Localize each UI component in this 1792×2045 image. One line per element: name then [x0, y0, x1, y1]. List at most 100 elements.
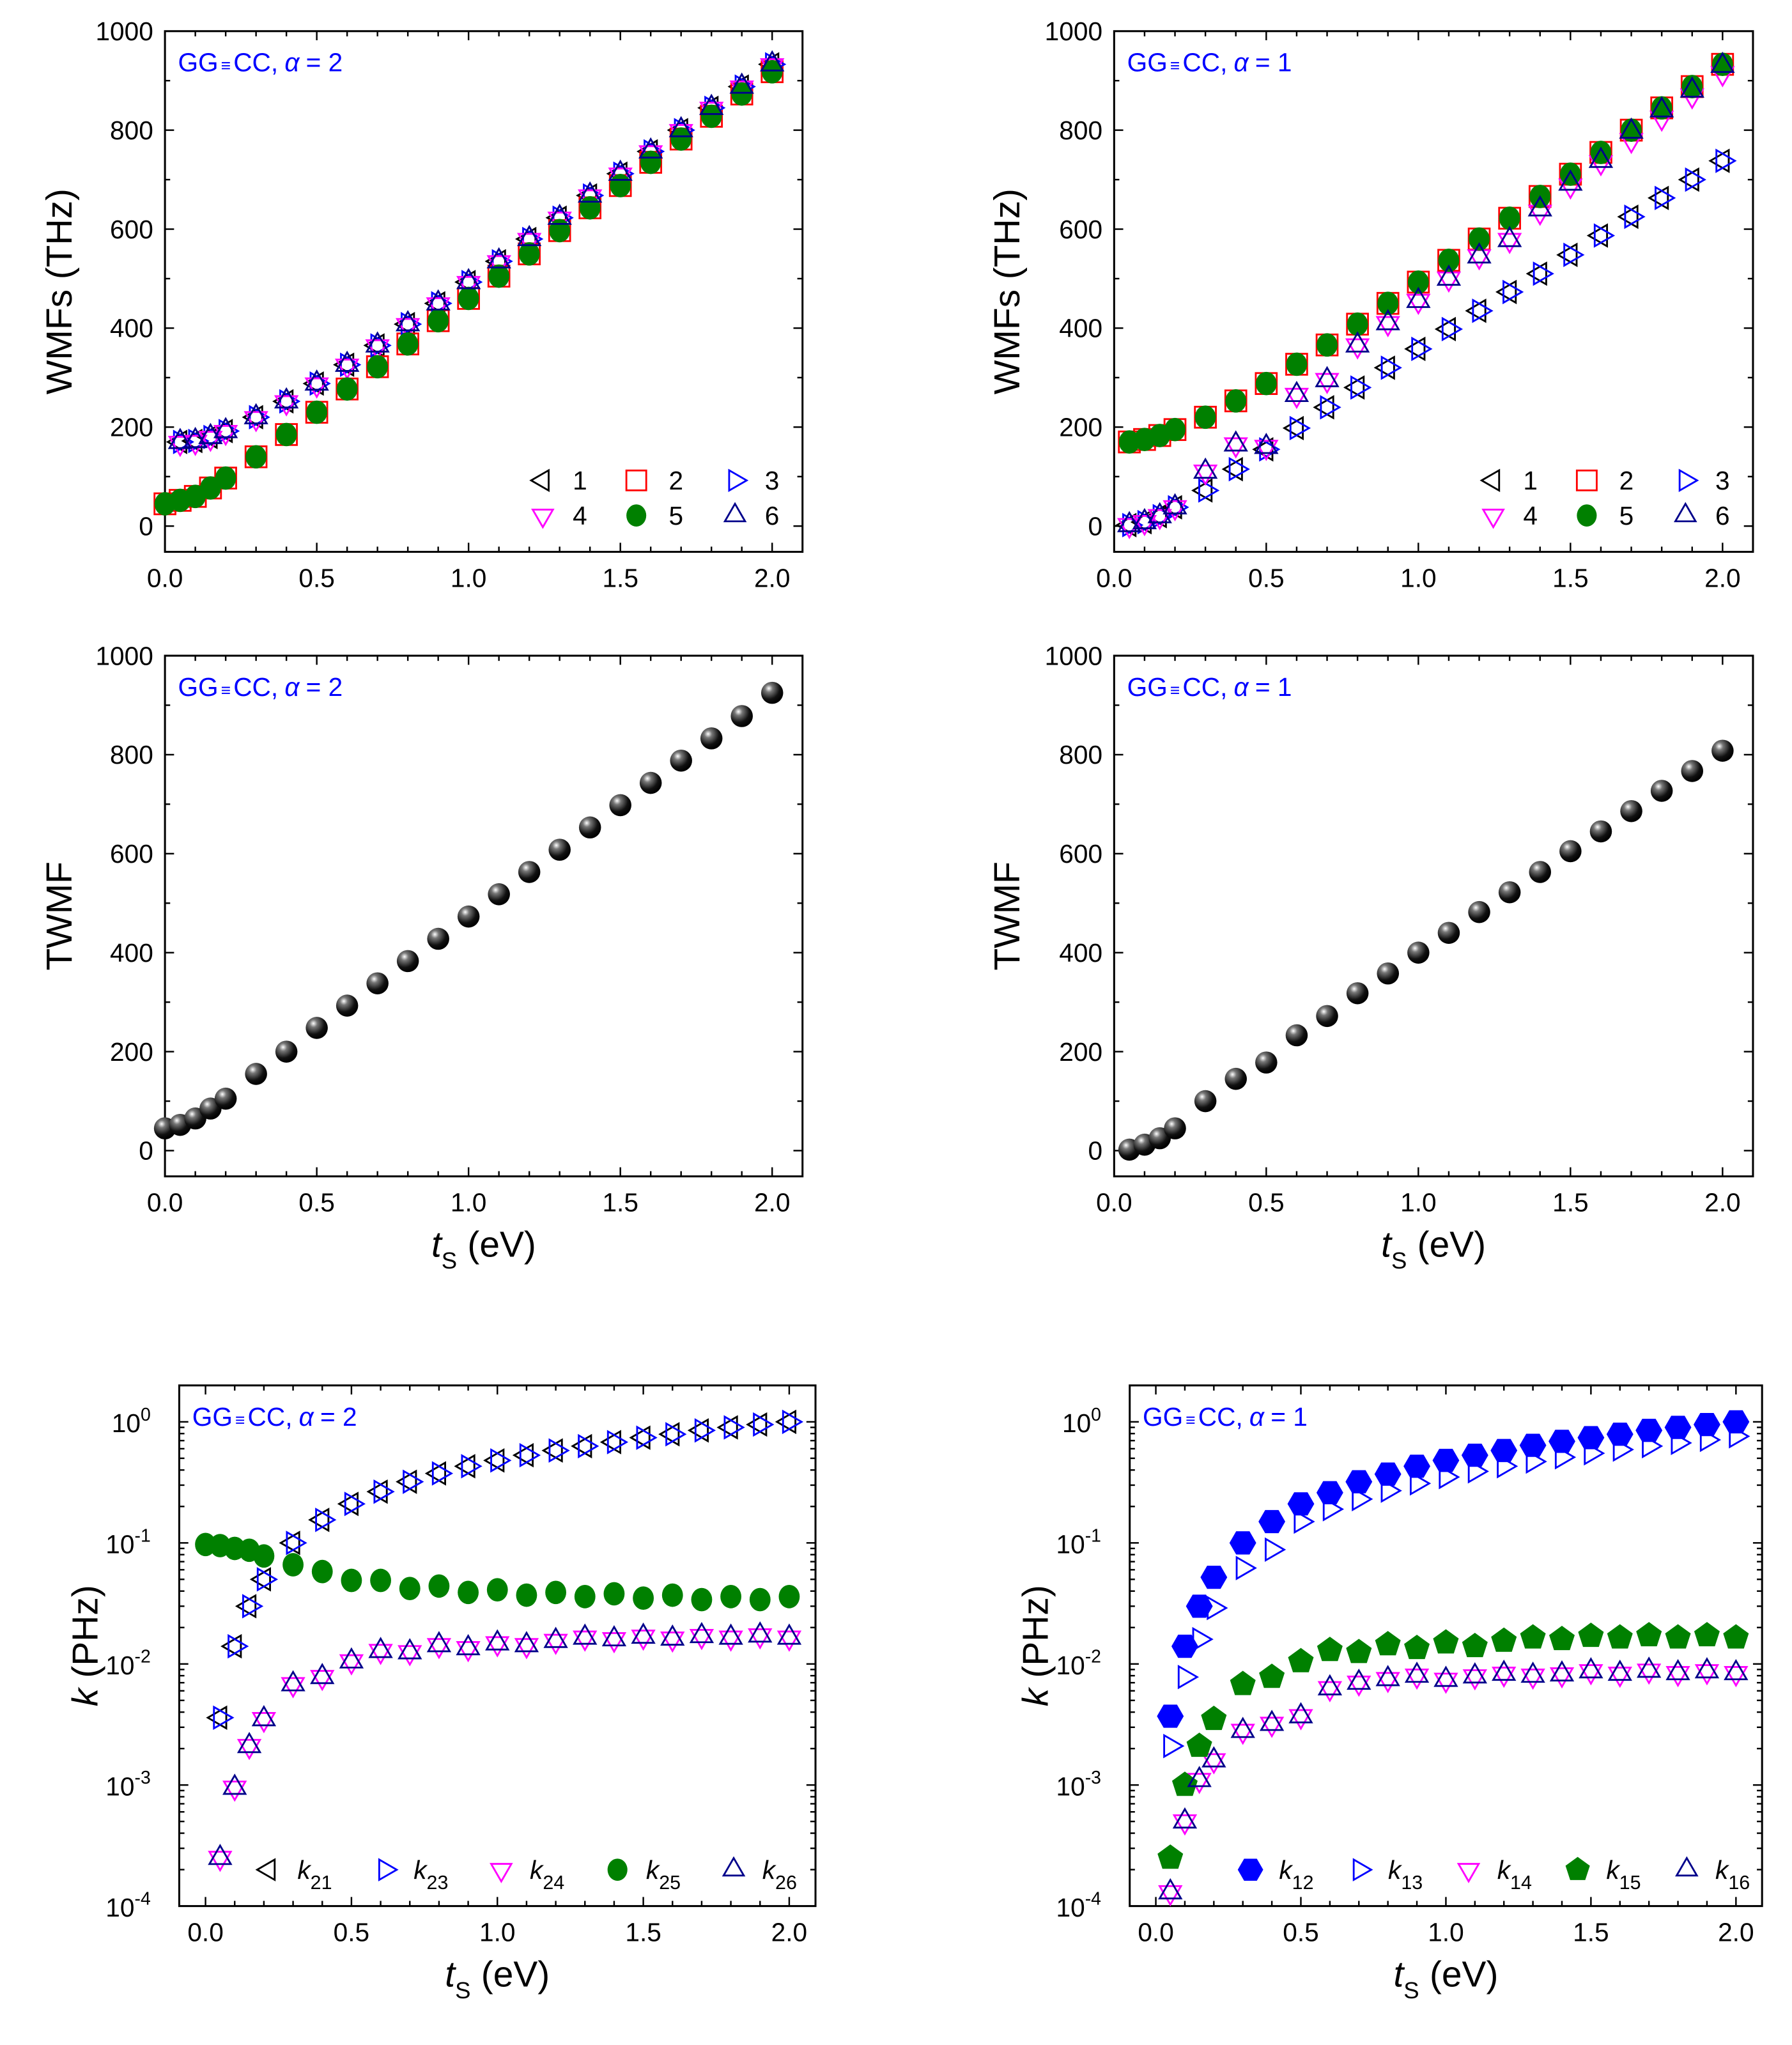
data-point [1228, 456, 1250, 482]
x-axis-label-var: t [431, 1225, 443, 1265]
data-point [398, 1645, 422, 1667]
legend-marker [1575, 469, 1598, 491]
data-point [1680, 76, 1704, 98]
legend-label-var: k [1388, 1855, 1403, 1885]
y-tick-label: 10-3 [105, 1768, 150, 1801]
data-point [518, 242, 540, 266]
data-point [601, 1624, 627, 1647]
data-point [428, 1574, 450, 1598]
y-tick-exponent: -1 [1085, 1525, 1101, 1546]
series-k21 [206, 1409, 797, 1730]
data-point [1224, 1067, 1247, 1090]
legend-marker [1479, 468, 1501, 493]
data-point [1347, 1668, 1371, 1690]
data-point [242, 1594, 264, 1619]
y-tick-exponent: 0 [1091, 1405, 1101, 1425]
data-point [1681, 75, 1703, 98]
x-tick-label: 0.0 [1138, 1917, 1173, 1947]
data-point [1665, 1624, 1691, 1649]
data-point [731, 82, 753, 106]
x-axis-label-var: t [1381, 1225, 1393, 1265]
data-point [1352, 1486, 1373, 1511]
series-k16 [1158, 1656, 1749, 1900]
data-point [1172, 1814, 1198, 1836]
data-point [687, 1418, 709, 1443]
annotation-equiv: ≡ [221, 56, 231, 75]
data-point [1171, 1634, 1198, 1658]
data-point [336, 994, 359, 1017]
data-point [208, 1844, 233, 1865]
y-tick-label: 10-1 [105, 1525, 150, 1559]
data-point [1406, 286, 1431, 308]
y-tick-exponent: -3 [1085, 1768, 1101, 1788]
y-tick-label: 0 [139, 1136, 153, 1166]
data-point [427, 927, 449, 950]
y-tick-label: 400 [1059, 314, 1102, 343]
annotation-label2: CC, [233, 672, 278, 702]
data-point [243, 403, 268, 424]
data-point [601, 1632, 627, 1654]
data-point [286, 1531, 307, 1555]
series-2 [1118, 52, 1734, 454]
data-point [1201, 1753, 1226, 1775]
data-point [1526, 1449, 1547, 1474]
y-tick-base: 10 [1056, 1771, 1085, 1801]
y-tick-base: 10 [1056, 1893, 1085, 1922]
plot-frame [1113, 30, 1754, 553]
y-axis-label: WMFs (THz) [40, 189, 80, 394]
annotation-label: GG [192, 1402, 233, 1432]
data-point [1467, 249, 1492, 271]
data-point [514, 1631, 539, 1653]
data-point [665, 1422, 687, 1447]
y-tick-label: 200 [110, 1037, 153, 1067]
data-point [658, 1422, 680, 1447]
chart-panel-p4: 0.0 0.5 1.0 1.5 2.0 0 200 400 600 800 1000 GG ≡ CC, α =… [987, 641, 1754, 1274]
y-tick-label: 200 [1059, 1037, 1102, 1067]
data-point [396, 1469, 417, 1494]
data-point [306, 400, 328, 424]
data-point [1163, 1733, 1185, 1759]
annotation-value: = 1 [1255, 48, 1292, 77]
data-point [1377, 291, 1399, 316]
data-point [1317, 1674, 1343, 1695]
data-point [1345, 331, 1370, 353]
x-tick-label: 0.0 [147, 563, 183, 592]
annotation-label: GG [178, 672, 218, 702]
data-point [395, 318, 421, 339]
data-point [1436, 264, 1462, 286]
data-point [456, 1640, 481, 1663]
data-point [775, 1409, 797, 1435]
x-tick-label: 1.5 [1552, 1188, 1588, 1217]
panel-annotation: GG ≡ CC, α = 1 [1127, 672, 1292, 702]
data-point [1404, 1635, 1430, 1660]
panel-annotation: GG ≡ CC, α = 1 [1143, 1402, 1308, 1432]
x-tick-label: 2.0 [1704, 1188, 1740, 1217]
data-point [486, 255, 511, 277]
data-point [1162, 500, 1187, 521]
y-tick-exponent: -4 [1085, 1889, 1101, 1910]
data-point [1434, 316, 1456, 342]
data-point [1320, 395, 1341, 420]
data-point [336, 377, 358, 401]
legend-label-var: k [413, 1855, 428, 1885]
data-point [1462, 1662, 1488, 1684]
x-axis-label-unit: (eV) [1417, 1225, 1486, 1265]
data-point [1194, 405, 1216, 429]
data-point [403, 1469, 424, 1494]
legend-label: k14 [1497, 1855, 1532, 1894]
data-point [660, 1631, 685, 1653]
data-point [1288, 1702, 1313, 1724]
data-point [1497, 226, 1522, 247]
y-tick-base: 10 [105, 1651, 134, 1680]
data-point [368, 1637, 393, 1658]
legend-marker [607, 1858, 628, 1881]
data-point [1469, 227, 1490, 251]
legend-marker [728, 468, 749, 493]
x-tick-label: 2.0 [1718, 1917, 1754, 1947]
data-point [1671, 1430, 1692, 1456]
data-point [670, 749, 692, 772]
data-point [1681, 760, 1704, 782]
data-point [366, 1479, 388, 1504]
data-point [245, 445, 267, 469]
legend-label: k25 [646, 1855, 681, 1894]
